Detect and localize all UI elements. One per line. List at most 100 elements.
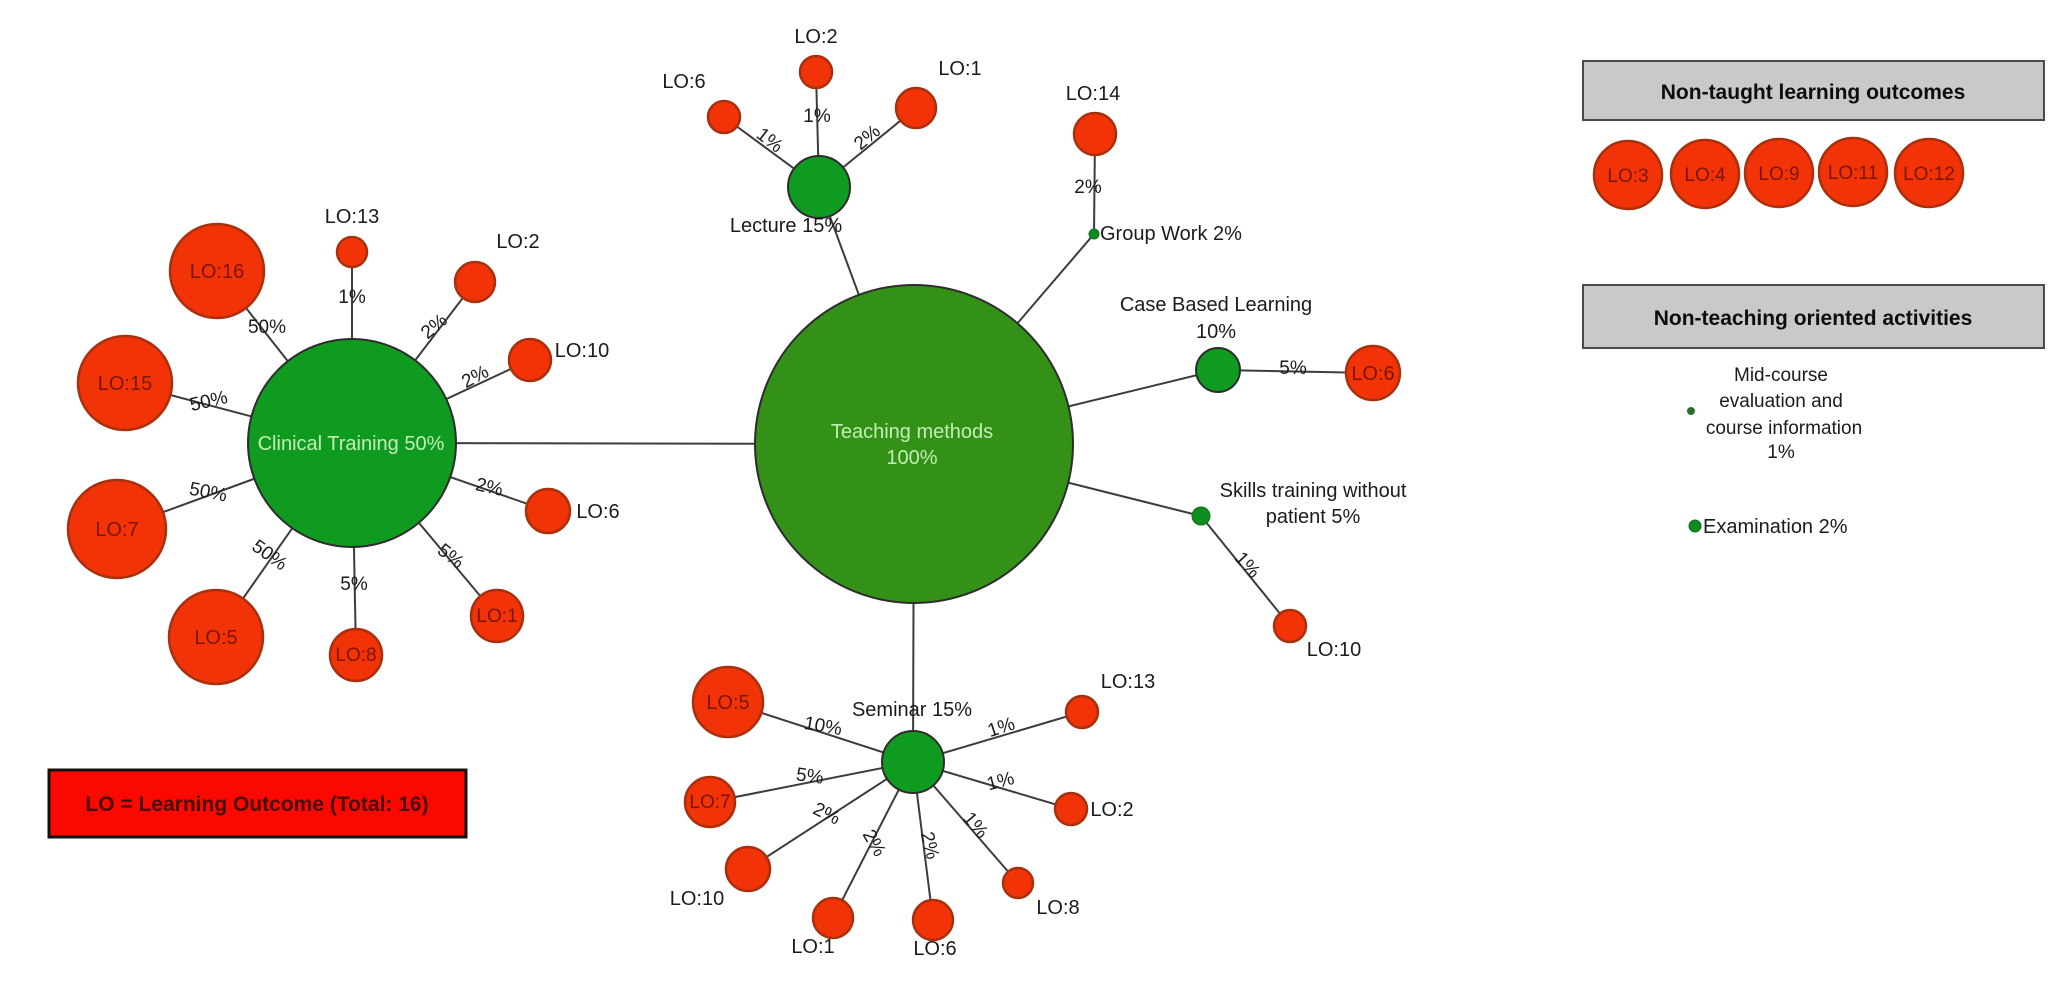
clinical-lo16-pct: 50% <box>248 317 286 338</box>
seminar-lo1-label: LO:1 <box>791 936 834 958</box>
clinical-lo16-node <box>168 222 266 320</box>
casebased-lo6-node <box>1344 344 1402 402</box>
skills-label-line1: Skills training without <box>1220 480 1407 502</box>
clinical-lo7-label: LO:7 <box>95 519 138 541</box>
nontaught-lo12-label: LO:12 <box>1903 164 1955 185</box>
legend-box <box>47 768 468 839</box>
non-teaching-header-box <box>1582 284 2045 349</box>
clinical-lo6-label: LO:6 <box>576 501 619 523</box>
seminar-lo10-label: LO:10 <box>670 888 724 910</box>
skills-lo10-node <box>1272 608 1308 644</box>
clinical-lo2-pct: 2% <box>417 310 452 344</box>
groupwork-lo14-node <box>1072 111 1118 157</box>
red-nodes <box>66 54 1965 942</box>
clinical-lo15-pct: 50% <box>188 387 230 416</box>
skills-lo10-label: LO:10 <box>1307 639 1361 661</box>
seminar-lo2-label: LO:2 <box>1090 799 1133 821</box>
non-taught-title: Non-taught learning outcomes <box>1661 81 1966 104</box>
clinical-lo8-label: LO:8 <box>335 645 376 666</box>
seminar-lo2-node <box>1053 791 1089 827</box>
case-based-node <box>1195 347 1241 393</box>
clinical-lo8-node <box>328 627 384 683</box>
non-teaching-title: Non-teaching oriented activities <box>1654 307 1973 330</box>
seminar-lo13-pct: 1% <box>985 714 1018 742</box>
seminar-lo1-node <box>811 896 855 940</box>
seminar-lo13-label: LO:13 <box>1101 671 1155 693</box>
mid-course-line1: Mid-course <box>1734 365 1828 386</box>
seminar-lo6-node <box>911 898 955 942</box>
seminar-label: Seminar 15% <box>852 699 972 721</box>
lecture-lo6-label: LO:6 <box>662 71 705 93</box>
clinical-lo13-label: LO:13 <box>325 206 379 228</box>
non-taught-header-box <box>1582 60 2045 121</box>
clinical-lo13-node <box>335 235 369 269</box>
seminar-node <box>881 730 945 794</box>
mid-course-line4: 1% <box>1767 442 1795 463</box>
nontaught-lo9-label: LO:9 <box>1758 164 1799 185</box>
clinical-lo7-node <box>66 478 168 580</box>
clinical-lo15-label: LO:15 <box>98 373 152 395</box>
lecture-node <box>787 155 851 219</box>
mid-course-line2: evaluation and <box>1719 391 1843 412</box>
seminar-lo10-node <box>724 845 772 893</box>
clinical-lo10-node <box>507 337 553 383</box>
skills-label-line2: patient 5% <box>1266 506 1361 528</box>
edge-seminar-lo10 <box>747 761 914 870</box>
seminar-lo8-node <box>1001 866 1035 900</box>
edge-skills-lo10 <box>1200 515 1291 627</box>
green-nodes <box>247 155 1241 794</box>
nontaught-lo4-label: LO:4 <box>1684 165 1726 186</box>
clinical-lo2-node <box>453 260 497 304</box>
lecture-lo6-pct: 1% <box>752 124 787 158</box>
clinical-lo1-node <box>469 588 525 644</box>
clinical-lo16-label: LO:16 <box>190 261 244 283</box>
lecture-lo6-node <box>706 99 742 135</box>
skills-lo10-pct: 1% <box>1230 548 1264 583</box>
clinical-lo7-pct: 50% <box>187 479 228 507</box>
nontaught-lo3-label: LO:3 <box>1607 166 1648 187</box>
lecture-label: Lecture 15% <box>730 215 843 237</box>
clinical-lo6-pct: 2% <box>473 474 505 501</box>
lecture-lo1-label: LO:1 <box>938 58 981 80</box>
casebased-lo6-pct: 5% <box>1279 358 1307 379</box>
clinical-lo5-pct: 50% <box>248 536 291 575</box>
clinical-training-node <box>247 338 457 548</box>
seminar-lo6-label: LO:6 <box>913 938 956 960</box>
nontaught-lo12-node <box>1893 137 1965 209</box>
teaching-methods-percent: 100% <box>886 447 937 469</box>
groupwork-lo14-pct: 2% <box>1074 177 1102 198</box>
nontaught-lo11-label: LO:11 <box>1828 163 1878 184</box>
clinical-training-label: Clinical Training 50% <box>258 433 445 455</box>
nontaught-lo11-node <box>1817 136 1889 208</box>
legend-text: LO = Learning Outcome (Total: 16) <box>85 793 428 816</box>
clinical-lo5-node <box>167 588 265 686</box>
seminar-lo7-pct: 5% <box>795 764 825 789</box>
case-based-percent: 10% <box>1196 321 1236 343</box>
clinical-lo5-label: LO:5 <box>194 627 237 649</box>
examination-label: Examination 2% <box>1703 516 1848 538</box>
edge-seminar-lo7 <box>709 761 914 803</box>
teaching-methods-label: Teaching methods <box>831 421 993 443</box>
seminar-lo8-label: LO:8 <box>1036 897 1079 919</box>
group-work-node <box>1088 228 1100 240</box>
nontaught-lo3-node <box>1592 139 1664 211</box>
seminar-lo13-node <box>1064 694 1100 730</box>
groupwork-lo14-label: LO:14 <box>1066 83 1120 105</box>
teaching-methods-node <box>754 284 1074 604</box>
seminar-lo1-pct: 2% <box>858 826 890 860</box>
clinical-lo10-pct: 2% <box>458 361 492 392</box>
nontaught-lo4-node <box>1669 138 1741 210</box>
clinical-lo15-node <box>76 334 174 432</box>
lecture-lo1-pct: 2% <box>850 121 885 155</box>
seminar-lo8-pct: 1% <box>958 808 992 843</box>
clinical-lo2-label: LO:2 <box>496 231 539 253</box>
lecture-lo1-node <box>894 86 938 130</box>
group-work-label: Group Work 2% <box>1100 223 1242 245</box>
lecture-lo2-pct: 1% <box>803 106 831 127</box>
case-based-label: Case Based Learning <box>1120 294 1312 316</box>
seminar-lo7-node <box>683 775 737 829</box>
clinical-lo1-label: LO:1 <box>476 606 517 627</box>
seminar-lo5-node <box>691 665 765 739</box>
